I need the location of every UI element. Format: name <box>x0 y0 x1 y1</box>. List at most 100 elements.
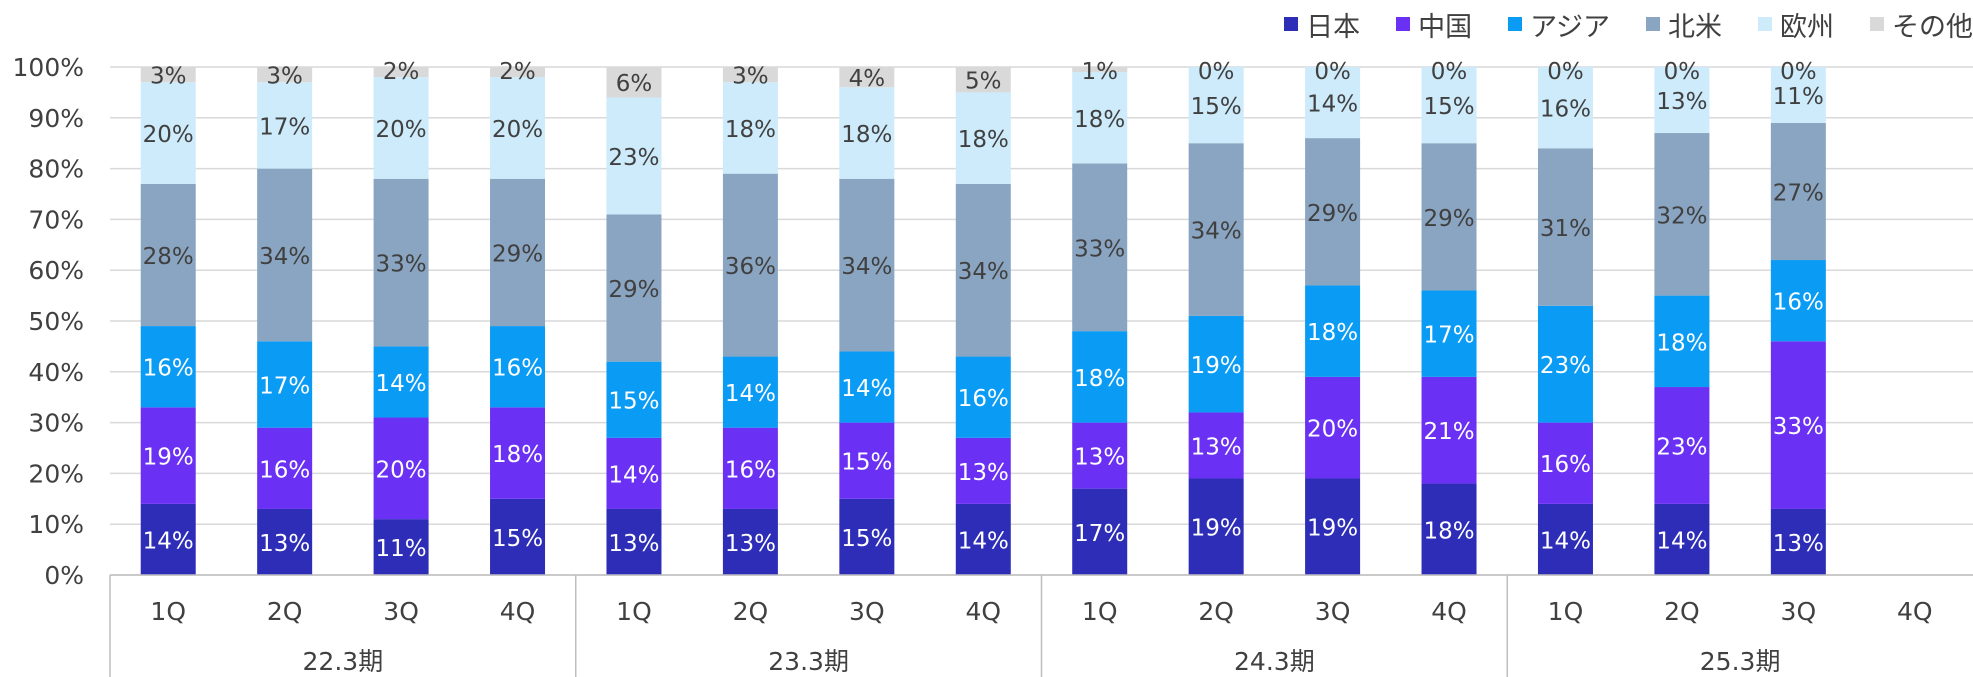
data-label: 33% <box>1773 414 1824 440</box>
data-label: 14% <box>958 528 1009 554</box>
data-label: 18% <box>725 117 776 143</box>
y-tick-label: 90% <box>28 104 84 133</box>
data-label: 33% <box>376 252 427 278</box>
y-tick-label: 80% <box>28 155 84 184</box>
bar-segment <box>1421 376 1477 484</box>
bar-segment <box>1537 422 1593 504</box>
data-label: 27% <box>1773 180 1824 206</box>
bar-segment <box>1537 503 1593 575</box>
data-label: 20% <box>376 457 427 483</box>
data-label: 14% <box>608 462 659 488</box>
x-tick-label: 4Q <box>1431 597 1467 626</box>
data-label: 13% <box>958 460 1009 486</box>
data-label: 0% <box>1314 59 1351 85</box>
data-label: 11% <box>1773 84 1824 110</box>
data-label: 16% <box>492 356 543 382</box>
data-label: 3% <box>732 64 769 90</box>
bar-segment <box>1305 138 1361 286</box>
bar-segment <box>1072 72 1128 164</box>
data-label: 14% <box>1307 92 1358 118</box>
data-label: 34% <box>841 254 892 280</box>
data-label: 13% <box>608 531 659 557</box>
bar-segment <box>490 326 546 408</box>
data-label: 21% <box>1423 419 1474 445</box>
chart-legend: 日本 中国 アジア 北米 欧州 その他 <box>1248 5 1973 44</box>
bar-segment <box>490 67 546 78</box>
bar-segment <box>955 503 1011 575</box>
data-label: 16% <box>1540 97 1591 123</box>
legend-label: 北米 <box>1668 11 1722 43</box>
legend-item: 北米 <box>1646 5 1722 44</box>
group-label: 22.3期 <box>303 647 384 676</box>
data-label: 18% <box>492 442 543 468</box>
data-label: 13% <box>1656 89 1707 115</box>
group-label: 23.3期 <box>768 647 849 676</box>
bar-segment <box>1072 422 1128 489</box>
bar-segment <box>1770 122 1826 261</box>
bar-segment <box>1537 67 1593 149</box>
bar-segment <box>955 356 1011 438</box>
data-label: 0% <box>1664 59 1701 85</box>
bar-segment <box>722 427 778 509</box>
bar-segment <box>1770 260 1826 342</box>
bar-segment <box>1654 295 1710 388</box>
data-label: 13% <box>259 531 310 557</box>
data-label: 36% <box>725 254 776 280</box>
data-label: 2% <box>383 59 420 85</box>
y-tick-label: 50% <box>28 307 84 336</box>
bar-segment <box>1537 148 1593 306</box>
data-label: 19% <box>1307 516 1358 542</box>
legend-swatch <box>1646 17 1660 31</box>
bar-segment <box>490 178 546 327</box>
bar-segment <box>955 183 1011 357</box>
bar-segment <box>722 356 778 428</box>
data-label: 3% <box>150 64 187 90</box>
bar-segment <box>1188 478 1244 575</box>
bar-segment <box>1654 67 1710 134</box>
legend-swatch <box>1870 17 1884 31</box>
x-tick-label: 1Q <box>616 597 652 626</box>
bar-segment <box>1072 331 1128 423</box>
data-label: 19% <box>1191 353 1242 379</box>
legend-swatch <box>1758 17 1772 31</box>
bar-segment <box>373 77 429 179</box>
bar-segment <box>1537 305 1593 423</box>
bar-segment <box>955 437 1011 504</box>
bar-segment <box>1770 508 1826 575</box>
legend-swatch <box>1396 17 1411 31</box>
x-tick-label: 2Q <box>733 597 769 626</box>
bar-segment <box>955 67 1011 93</box>
data-label: 29% <box>608 277 659 303</box>
legend-item: その他 <box>1870 5 1973 44</box>
group-label: 25.3期 <box>1700 647 1781 676</box>
data-label: 23% <box>1540 353 1591 379</box>
data-label: 20% <box>1307 417 1358 443</box>
data-label: 5% <box>965 69 1002 95</box>
bar-segment <box>606 67 662 98</box>
bar-segment <box>257 82 313 169</box>
data-label: 17% <box>1423 323 1474 349</box>
data-label: 18% <box>1074 107 1125 133</box>
data-label: 32% <box>1656 203 1707 229</box>
bar-segment <box>1305 478 1361 575</box>
x-tick-label: 3Q <box>849 597 885 626</box>
data-label: 31% <box>1540 216 1591 242</box>
data-label: 13% <box>1191 434 1242 460</box>
data-label: 14% <box>1656 528 1707 554</box>
x-tick-label: 1Q <box>1548 597 1584 626</box>
bar-segment <box>373 346 429 418</box>
group-label: 24.3期 <box>1234 647 1315 676</box>
bar-segment <box>1770 67 1826 123</box>
bar-segment <box>257 67 313 83</box>
bar-segment <box>722 508 778 575</box>
bar-segment <box>490 407 546 499</box>
bar-segment <box>140 326 196 408</box>
data-label: 16% <box>958 386 1009 412</box>
bar-segment <box>1421 67 1477 144</box>
data-label: 13% <box>1773 531 1824 557</box>
data-label: 11% <box>376 536 427 562</box>
data-label: 34% <box>958 259 1009 285</box>
bar-segment <box>1188 412 1244 479</box>
